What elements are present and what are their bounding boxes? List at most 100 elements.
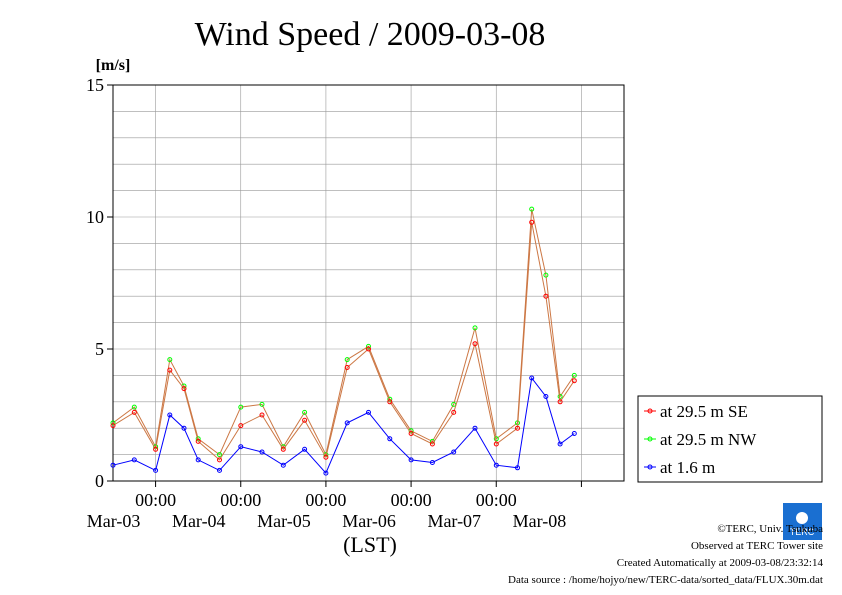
data-point [217, 452, 222, 458]
observed-text: Observed at TERC Tower site [691, 540, 823, 552]
data-point [571, 431, 577, 436]
data-point [493, 462, 499, 468]
data-point [472, 425, 478, 431]
x-time-label: 00:00 [220, 490, 261, 510]
x-date-label: Mar-08 [513, 511, 567, 531]
x-axis-label: (LST) [343, 532, 397, 557]
data-point [181, 386, 187, 392]
data-point [515, 425, 520, 431]
legend-swatch-marker [647, 408, 653, 414]
data-point [323, 470, 329, 476]
data-point [280, 462, 286, 468]
data-point [195, 457, 201, 463]
x-date-label: Mar-07 [427, 511, 481, 531]
data-point [472, 341, 478, 347]
grid [113, 84, 624, 482]
x-date-label: Mar-05 [257, 511, 311, 531]
x-time-label: 00:00 [305, 490, 346, 510]
data-point [429, 441, 435, 447]
source-text: Data source : /home/hojyo/new/TERC-data/… [508, 574, 823, 586]
copyright-text: ©TERC, Univ. Tsukuba [717, 523, 823, 535]
data-point [344, 357, 350, 363]
data-point [181, 425, 187, 431]
y-tick-label: 5 [95, 339, 104, 359]
data-point [131, 457, 137, 463]
x-date-label: Mar-04 [172, 511, 226, 531]
data-point [153, 446, 159, 452]
data-point [387, 399, 393, 405]
data-point [344, 365, 350, 370]
data-point [259, 449, 265, 455]
data-point [195, 438, 201, 444]
data-point [451, 449, 457, 455]
legend-swatch-marker [647, 464, 653, 470]
series-line [112, 222, 575, 461]
legend-swatch-marker [647, 436, 653, 442]
data-point [408, 457, 414, 463]
data-point [472, 325, 478, 331]
series-group [110, 206, 577, 476]
data-point [110, 420, 116, 426]
data-point [238, 423, 244, 429]
data-point [167, 412, 173, 418]
x-date-label: Mar-03 [87, 511, 141, 531]
x-time-label: 00:00 [476, 490, 517, 510]
data-point [408, 431, 414, 436]
data-point [571, 378, 577, 384]
data-point [344, 420, 350, 426]
legend-box [637, 395, 823, 483]
data-point [557, 399, 563, 405]
data-point [280, 446, 286, 452]
x-time-label: 00:00 [391, 490, 432, 510]
legend: at 29.5 m SE at 29.5 m NW at 1.6 m [637, 395, 823, 483]
y-tick-label: 0 [95, 471, 104, 491]
data-point [167, 357, 173, 363]
data-point [543, 293, 549, 299]
data-point [529, 219, 535, 225]
data-point [302, 417, 308, 423]
legend-label: at 29.5 m NW [660, 430, 757, 449]
data-point [429, 460, 435, 465]
data-point [451, 409, 457, 415]
x-date-label: Mar-06 [342, 511, 396, 531]
data-point [515, 465, 520, 471]
data-point [493, 436, 499, 442]
data-point [110, 462, 116, 468]
data-point [493, 441, 499, 447]
chart-title: Wind Speed / 2009-03-08 [195, 16, 546, 53]
data-point [259, 412, 265, 418]
data-point [259, 401, 265, 407]
data-point [217, 467, 222, 473]
data-point [366, 409, 371, 415]
y-axis-ticks: 0 5 10 15 [86, 75, 113, 491]
y-tick-label: 10 [86, 207, 104, 227]
logo-drop-icon [796, 512, 808, 524]
series-line [112, 208, 575, 457]
created-text: Created Automatically at 2009-03-08/23:3… [617, 557, 824, 569]
x-axis-ticks: 00:00Mar-0300:00Mar-0400:00Mar-0500:00Ma… [87, 481, 582, 531]
data-point [238, 404, 244, 410]
data-point [238, 444, 244, 450]
legend-label: at 29.5 m SE [660, 402, 748, 421]
data-point [217, 457, 222, 463]
data-point [110, 423, 116, 429]
data-point [302, 409, 308, 415]
terc-logo: TERC [783, 503, 822, 540]
x-time-label: 00:00 [135, 490, 176, 510]
data-point [387, 436, 393, 442]
legend-label: at 1.6 m [660, 458, 715, 477]
data-point [529, 206, 535, 212]
data-point [529, 375, 535, 381]
data-point [302, 446, 308, 452]
data-point [167, 367, 173, 373]
data-point [131, 404, 137, 410]
data-point [323, 454, 329, 460]
series-line [112, 376, 575, 475]
data-point [557, 441, 563, 447]
data-point [543, 272, 549, 278]
data-point [366, 346, 371, 352]
data-point [543, 394, 549, 399]
y-tick-label: 15 [86, 75, 104, 95]
data-point [153, 467, 159, 473]
